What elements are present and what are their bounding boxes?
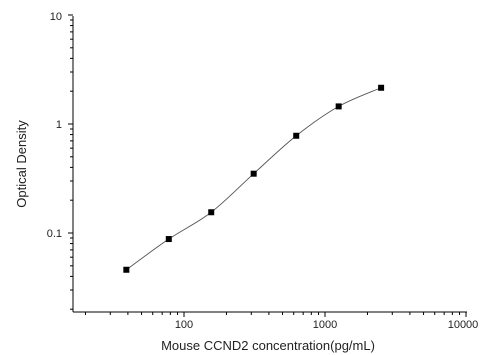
- data-point: [378, 84, 385, 91]
- data-point: [165, 236, 172, 243]
- fit-curve: [126, 87, 382, 271]
- y-tick-label: 1: [56, 119, 62, 131]
- y-tick-label: 0.1: [47, 228, 62, 240]
- y-tick-label: 10: [50, 11, 62, 23]
- y-axis-tick-labels: 0.1 1 10: [47, 11, 62, 240]
- x-axis-tick-labels: 100 1000 10000: [175, 319, 478, 331]
- data-point: [208, 209, 215, 216]
- x-axis-title: Mouse CCND2 concentration(pg/mL): [161, 338, 375, 353]
- data-point: [123, 266, 130, 273]
- y-axis-title: Optical Density: [14, 120, 29, 208]
- x-tick-label: 1000: [313, 319, 337, 331]
- data-point: [335, 103, 342, 110]
- data-point: [250, 170, 257, 177]
- x-tick-label: 10000: [448, 319, 479, 331]
- x-axis-ticks: [84, 312, 467, 317]
- y-axis-ticks: [68, 14, 73, 310]
- x-tick-label: 100: [175, 319, 193, 331]
- plot-area: [72, 16, 467, 313]
- data-markers: [123, 84, 385, 273]
- data-point: [293, 132, 300, 139]
